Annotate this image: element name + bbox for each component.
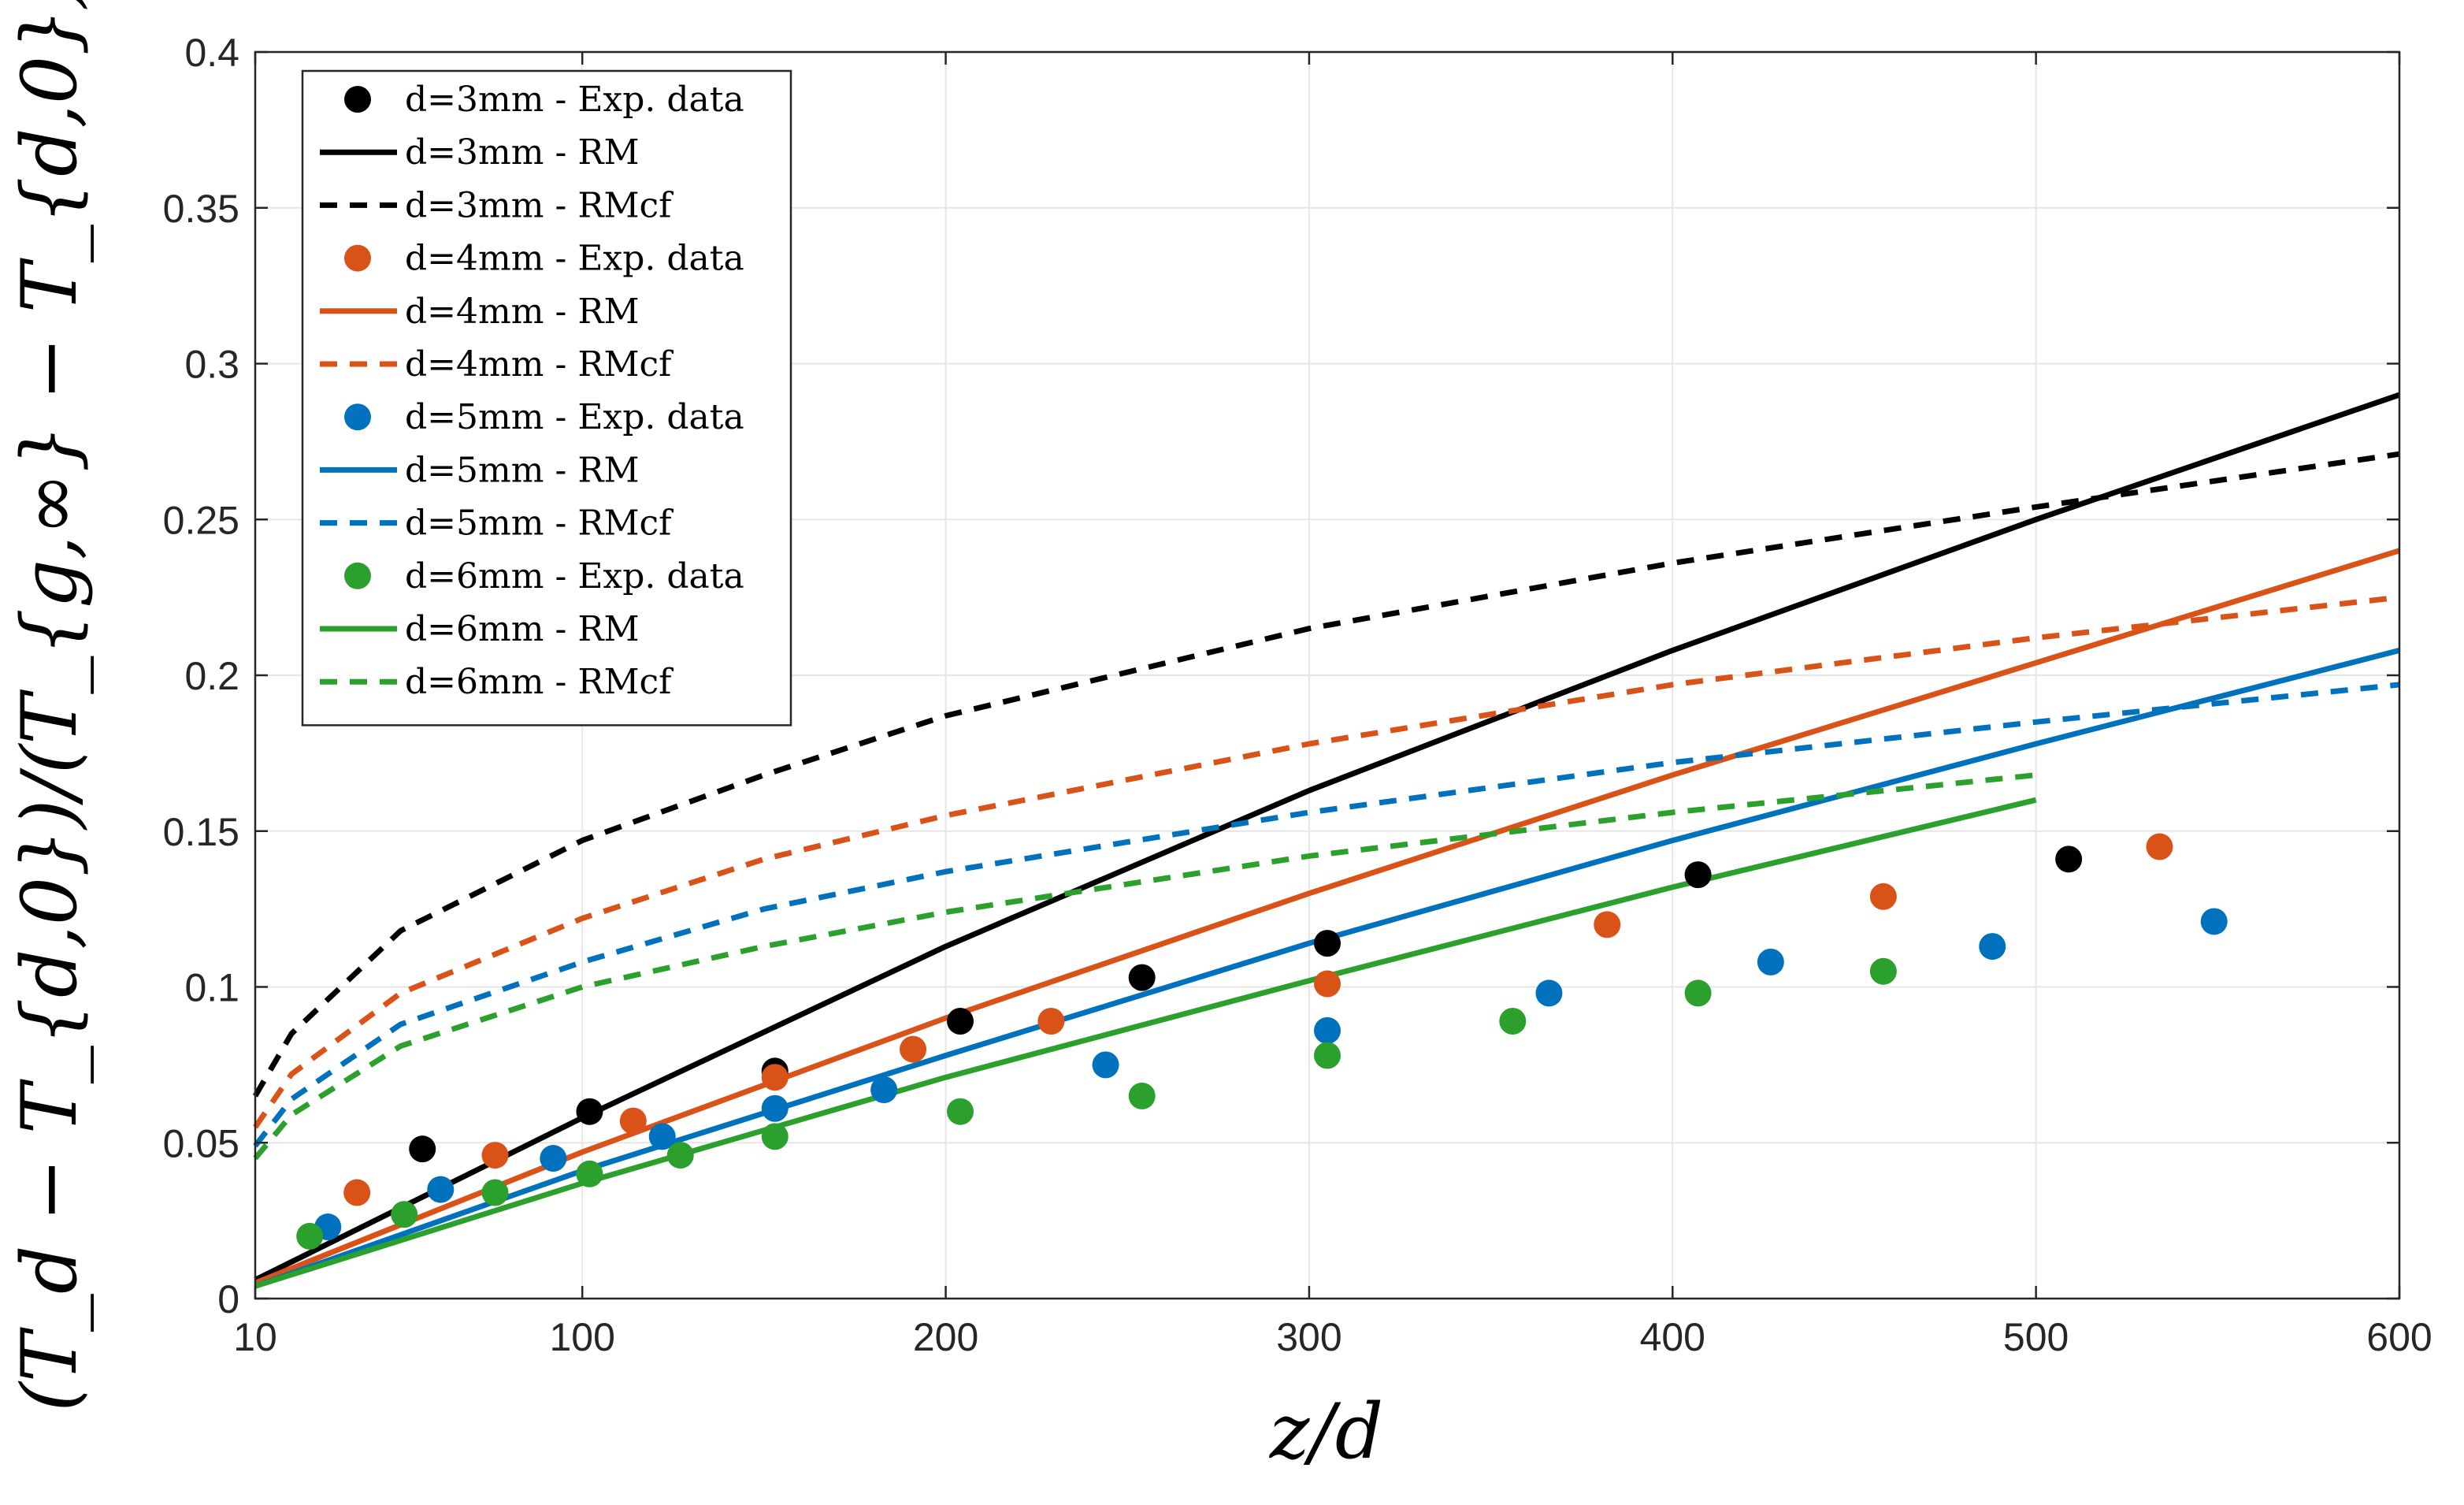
legend-label: d=4mm - RMcf: [405, 344, 674, 385]
y-axis-title: (T_d − T_{d,0})/(T_{g,∞} − T_{d,0}): [6, 0, 94, 1412]
y-tick-label: 0.15: [163, 810, 239, 854]
legend-item-d-4mm-rm: d=4mm - RM: [320, 292, 640, 332]
data-point: [1684, 861, 1712, 889]
data-point: [666, 1142, 694, 1169]
legend-item-d-5mm-exp-data: d=5mm - Exp. data: [344, 397, 744, 437]
x-tick-label: 200: [913, 1315, 978, 1359]
data-point: [1869, 883, 1897, 910]
data-point: [619, 1107, 647, 1135]
data-point: [1314, 970, 1341, 998]
series-d-5mm-rmcf: [253, 682, 2400, 1148]
data-point: [1979, 933, 2006, 961]
data-point: [427, 1176, 455, 1203]
data-point: [540, 1145, 567, 1172]
x-axis-title: z/d: [1269, 1388, 1383, 1476]
data-point: [1128, 964, 1156, 991]
data-point: [2200, 908, 2228, 935]
legend-item-d-4mm-rmcf: d=4mm - RMcf: [320, 344, 674, 385]
legend-label: d=6mm - RM: [405, 609, 640, 649]
legend-label: d=3mm - RM: [405, 132, 640, 173]
legend-label: d=5mm - RM: [405, 450, 640, 490]
y-tick-label: 0.4: [184, 31, 239, 75]
legend-item-d-6mm-exp-data: d=6mm - Exp. data: [344, 556, 744, 596]
legend-item-d-4mm-exp-data: d=4mm - Exp. data: [344, 239, 744, 279]
legend-label: d=4mm - Exp. data: [405, 239, 744, 279]
data-point: [900, 1035, 927, 1063]
data-point: [1092, 1051, 1119, 1079]
data-point: [481, 1179, 509, 1206]
data-point: [761, 1064, 789, 1091]
legend: d=3mm - Exp. data d=3mm - RM d=3mm - RMcf d…: [301, 69, 792, 726]
y-tick-label: 0.3: [184, 343, 239, 387]
data-point: [761, 1094, 789, 1122]
data-point: [1684, 979, 1712, 1007]
legend-item-d-6mm-rmcf: d=6mm - RMcf: [320, 662, 674, 702]
data-point: [947, 1098, 974, 1125]
y-tick-label: 0.2: [184, 654, 239, 698]
legend-label: d=6mm - Exp. data: [405, 556, 744, 596]
data-point: [576, 1098, 603, 1125]
data-point: [1314, 1042, 1341, 1069]
legend-item-d-3mm-rmcf: d=3mm - RMcf: [320, 185, 674, 225]
data-point: [1037, 1008, 1065, 1035]
x-tick-label: 600: [2366, 1315, 2432, 1359]
data-point: [391, 1201, 418, 1228]
plot-series: [252, 392, 2401, 1289]
data-point: [947, 1008, 974, 1035]
legend-label: d=3mm - RMcf: [405, 185, 674, 225]
series-d-4mm-rm: [254, 548, 2401, 1286]
legend-label: d=6mm - RMcf: [405, 662, 674, 702]
legend-marker: [344, 562, 371, 589]
data-point: [1535, 979, 1563, 1007]
axis-ticks: 10 100 200 300 400 500 600 0 0.05 0.1 0.15 0.2 0.25 0…: [163, 31, 2432, 1359]
y-tick-label: 0.35: [163, 187, 239, 231]
data-point: [409, 1135, 436, 1163]
data-point: [481, 1142, 509, 1169]
data-point: [343, 1179, 371, 1206]
y-tick-label: 0.1: [184, 966, 239, 1010]
x-tick-label: 500: [2003, 1315, 2069, 1359]
legend-item-d-5mm-rmcf: d=5mm - RMcf: [320, 504, 674, 544]
series-d-6mm-exp-data: [296, 957, 1897, 1250]
series-d-5mm-exp-data: [314, 908, 2228, 1241]
series-d-4mm-rmcf: [253, 594, 2400, 1129]
legend-item-d-3mm-exp-data: d=3mm - Exp. data: [344, 80, 744, 120]
legend-box: [301, 69, 792, 726]
data-point: [1869, 957, 1897, 985]
data-point: [1128, 1082, 1156, 1109]
x-tick-label: 300: [1276, 1315, 1341, 1359]
data-point: [648, 1123, 676, 1150]
data-point: [1757, 948, 1784, 975]
legend-label: d=5mm - Exp. data: [405, 397, 744, 437]
data-point: [870, 1076, 898, 1104]
legend-marker: [344, 86, 371, 113]
y-tick-label: 0.25: [163, 498, 239, 542]
legend-label: d=5mm - RMcf: [405, 504, 674, 544]
legend-marker: [344, 244, 371, 272]
series-d-6mm-rm: [254, 797, 2037, 1289]
legend-label: d=4mm - RM: [405, 292, 640, 332]
x-tick-label: 100: [550, 1315, 615, 1359]
data-point: [2146, 833, 2173, 860]
data-point: [1314, 1016, 1341, 1044]
data-point: [761, 1123, 789, 1150]
x-tick-label: 10: [233, 1315, 277, 1359]
legend-item-d-6mm-rm: d=6mm - RM: [320, 609, 640, 649]
data-point: [296, 1222, 324, 1250]
series-d-6mm-rmcf: [253, 772, 2036, 1161]
legend-item-d-3mm-rm: d=3mm - RM: [320, 132, 640, 173]
legend-marker: [344, 403, 371, 431]
y-tick-label: 0: [217, 1277, 239, 1321]
data-point: [576, 1160, 603, 1187]
legend-label: d=3mm - Exp. data: [405, 80, 744, 120]
data-point: [2055, 845, 2083, 873]
legend-item-d-5mm-rm: d=5mm - RM: [320, 450, 640, 490]
series-d-4mm-exp-data: [343, 833, 2173, 1206]
y-tick-label: 0.05: [163, 1121, 239, 1165]
x-tick-label: 400: [1640, 1315, 1705, 1359]
data-point: [1314, 930, 1341, 957]
data-point: [1499, 1008, 1527, 1035]
data-point: [1594, 911, 1621, 938]
